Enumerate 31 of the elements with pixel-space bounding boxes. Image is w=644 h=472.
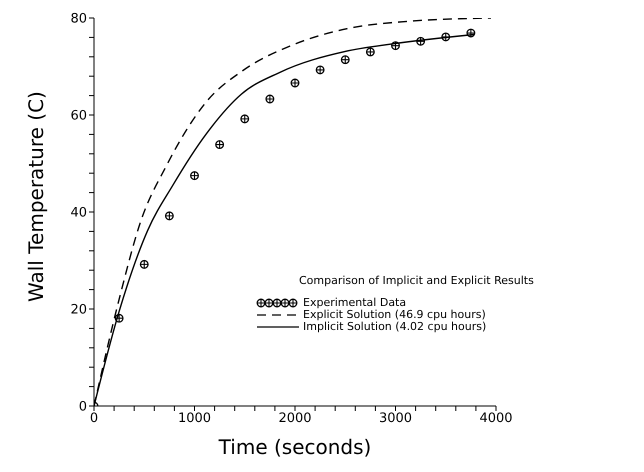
point	[240, 114, 250, 124]
y-tick-label: 80	[70, 12, 87, 27]
point	[340, 55, 350, 64]
y-axis-title: Wall Temperature (C)	[24, 91, 48, 302]
point	[441, 32, 450, 42]
point	[164, 211, 174, 220]
point	[416, 36, 426, 46]
legend-title: Comparison of Implicit and Explicit Results	[299, 274, 534, 287]
point	[114, 314, 124, 323]
point	[190, 171, 199, 180]
point	[265, 94, 274, 104]
legend-label: Implicit Solution (4.02 cpu hours)	[303, 320, 486, 333]
y-tick-label: 60	[70, 108, 87, 124]
x-axis-title: Time (seconds)	[218, 435, 372, 459]
y-tick-label: 20	[70, 302, 87, 318]
point	[140, 260, 149, 269]
legend-label: Explicit Solution (46.9 cpu hours)	[303, 308, 486, 321]
x-tick-label: 1000	[178, 411, 212, 426]
x-tick-label: 2000	[278, 411, 312, 426]
y-tick-label: 0	[78, 400, 87, 415]
point	[290, 78, 300, 88]
point	[215, 140, 224, 150]
legend-label: Experimental Data	[303, 296, 406, 309]
point	[366, 48, 375, 56]
x-tick-label: 4000	[479, 411, 513, 426]
point	[391, 41, 400, 50]
x-tick-label: 0	[90, 411, 98, 426]
y-tick-label: 40	[70, 206, 87, 221]
x-tick-label: 3000	[378, 411, 412, 426]
point	[466, 28, 476, 38]
point	[316, 65, 325, 74]
